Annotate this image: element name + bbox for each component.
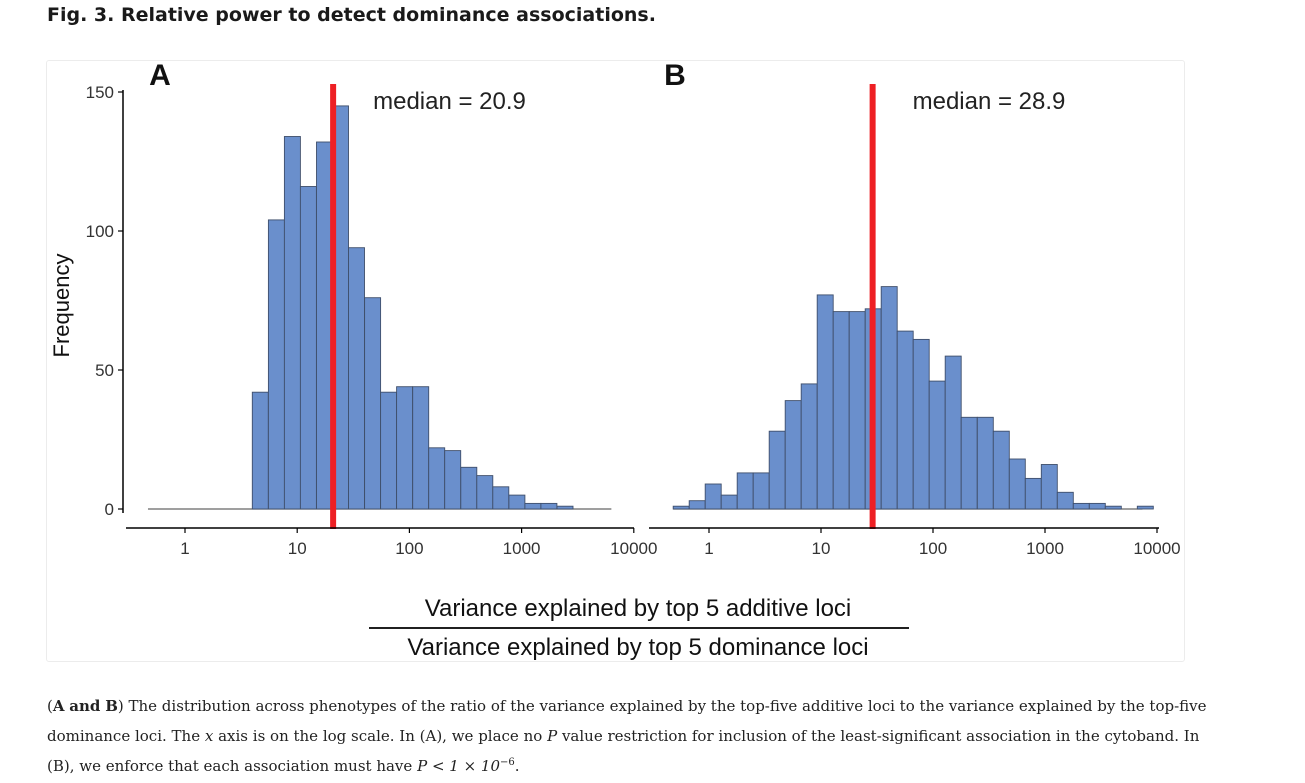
histogram-bar (1056, 491, 1074, 510)
caption-x-symbol: x (204, 727, 214, 745)
median-label: median = 20.9 (373, 88, 526, 115)
y-axis-title: Frequency (49, 254, 74, 358)
histogram-bar (816, 294, 834, 510)
x-tick-label: 10000 (1133, 539, 1180, 558)
histogram-bar (848, 311, 866, 510)
histogram-bar (768, 430, 786, 510)
figure-panel: 0 50 100 150 Frequency median = 20.9 A 1 10 100 10… (46, 60, 1185, 662)
caption-inequality: P < 1 × 10 (417, 757, 501, 775)
histogram-bar (396, 386, 414, 510)
histogram-bar (428, 447, 446, 510)
x-tick-label: 1000 (1026, 539, 1064, 558)
histogram-bar (1008, 458, 1026, 510)
x-tick-label: 1 (180, 539, 189, 558)
histogram-bar (784, 400, 802, 510)
histogram-bar (832, 311, 850, 510)
caption-p-symbol: P (547, 727, 558, 745)
histogram-bar (1136, 505, 1154, 510)
histogram-bar (540, 502, 558, 510)
histogram-bar (412, 386, 430, 510)
histogram-bar (944, 355, 962, 510)
histogram-bar (896, 330, 914, 510)
histogram-bar (736, 472, 754, 510)
histogram-bar (880, 286, 898, 510)
x-axis-title-denominator: Variance explained by top 5 dominance lo… (407, 634, 868, 661)
histogram-bar (524, 502, 542, 510)
y-tick-label: 50 (95, 361, 114, 380)
histogram-bar (928, 380, 946, 510)
histogram-bar (960, 416, 978, 510)
histogram-bar (251, 391, 269, 510)
caption-end: . (514, 757, 520, 775)
x-tick-label: 1 (704, 539, 713, 558)
histogram-bar (704, 483, 722, 510)
figure-title: Fig. 3. Relative power to detect dominan… (47, 4, 656, 26)
y-tick-label: 0 (105, 500, 114, 519)
histogram-bar (316, 141, 333, 510)
caption-panel-a: A (52, 697, 65, 715)
caption-exponent: −6 (500, 757, 515, 768)
histogram-bar (992, 430, 1010, 510)
histogram-bar (283, 136, 301, 510)
x-tick-label: 100 (919, 539, 947, 558)
figure-caption: (A and B) The distribution across phenot… (47, 697, 1207, 775)
histogram-bar (720, 494, 738, 510)
x-axis-title-numerator: Variance explained by top 5 additive loc… (425, 595, 852, 622)
histogram-bar (460, 466, 478, 510)
histogram-bar (1072, 502, 1090, 510)
histogram-bar (688, 500, 706, 510)
caption-panel-b: B (105, 697, 118, 715)
y-tick-label: 150 (86, 83, 114, 102)
histogram-bar (444, 450, 462, 510)
histogram-bar (672, 505, 690, 510)
x-tick-label: 100 (395, 539, 423, 558)
histogram-bar (1024, 477, 1042, 510)
histogram-bar (476, 475, 494, 510)
histogram-bar (380, 391, 398, 510)
histogram-bar (508, 494, 526, 510)
caption-after-p: value restriction for inclusion of the l… (47, 727, 1200, 775)
histogram-bar (912, 338, 930, 510)
histogram-chart: 0 50 100 150 Frequency median = 20.9 A 1 10 100 10… (49, 61, 1181, 661)
histogram-bar (267, 219, 285, 510)
caption-intro: The distribution across phenotypes of th… (47, 697, 1207, 745)
median-label: median = 28.9 (913, 88, 1066, 115)
histogram-bar (752, 472, 770, 510)
x-tick-label: 10 (812, 539, 831, 558)
histogram-bar (492, 486, 510, 510)
y-tick-label: 100 (86, 222, 114, 241)
histogram-bar (556, 505, 574, 510)
caption-and: and (69, 697, 101, 715)
x-tick-label: 10 (288, 539, 307, 558)
histogram-bar (348, 247, 365, 510)
panel-label: B (664, 61, 686, 92)
histogram-bar (299, 186, 317, 510)
histogram-bar (1040, 464, 1058, 510)
panel-label: A (149, 61, 171, 92)
histogram-bar (1088, 502, 1106, 510)
histogram-bar (364, 297, 382, 510)
histogram-bar (800, 383, 818, 510)
x-tick-label: 1000 (503, 539, 541, 558)
histogram-bar (976, 416, 994, 510)
x-tick-label: 10000 (610, 539, 657, 558)
caption-after-x: axis is on the log scale. In (A), we pla… (218, 727, 543, 745)
histogram-bar (1104, 505, 1122, 510)
